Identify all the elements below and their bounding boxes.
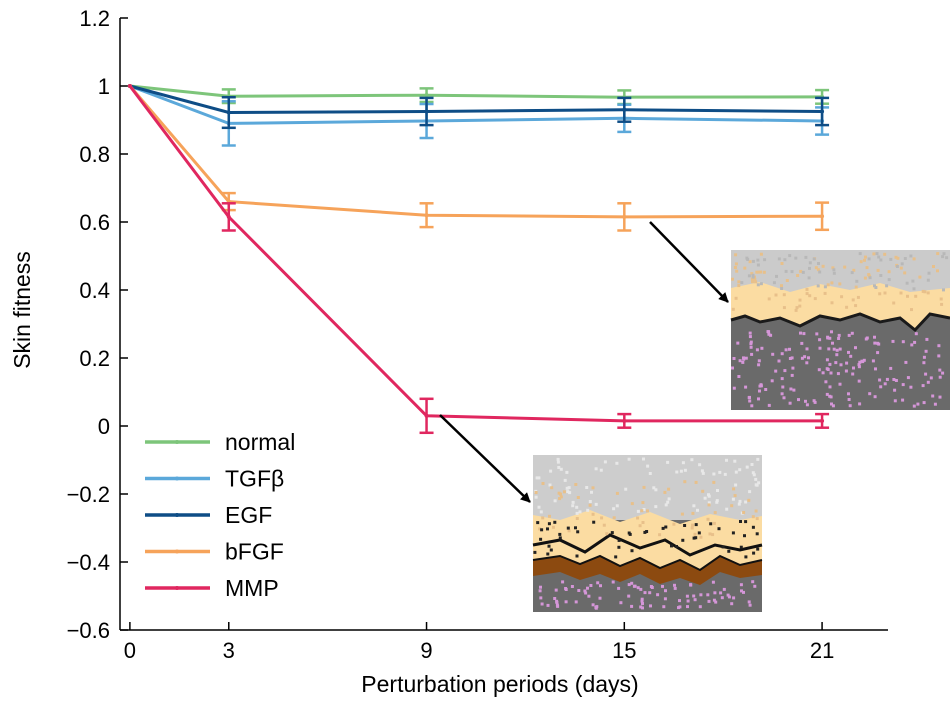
data-point <box>424 109 429 114</box>
legend-label: normal <box>225 429 295 455</box>
series-line <box>129 84 823 99</box>
y-tick-label: 1 <box>98 74 110 99</box>
mmp-day9-snapshot <box>532 455 763 612</box>
arrow-to-bfgf-snapshot <box>649 221 729 303</box>
x-tick-label: 9 <box>420 638 432 663</box>
x-tick-label: 3 <box>223 638 235 663</box>
x-tick-label: 15 <box>612 638 636 663</box>
y-tick-label: −0.2 <box>67 482 110 507</box>
legend-marker <box>175 586 179 590</box>
y-tick-label: 0.8 <box>79 142 110 167</box>
legend-item-egf: EGF <box>145 502 272 528</box>
data-point <box>820 109 825 114</box>
x-axis-title: Perturbation periods (days) <box>361 671 638 697</box>
data-point <box>226 110 231 115</box>
series-line <box>128 85 823 423</box>
legend-marker <box>175 513 179 517</box>
y-axis-title: Skin fitness <box>9 251 35 369</box>
legend-item-mmp: MMP <box>145 575 279 601</box>
axes: −0.6 −0.4 −0.2 0 0.2 0.4 0.6 0.8 1 1.2 0 3 9 15 21 Pe… <box>9 6 888 697</box>
legend-item-bfgf: bFGF <box>145 539 284 565</box>
y-tick-label: 0.6 <box>79 210 110 235</box>
x-tick-label: 0 <box>124 638 136 663</box>
series-line <box>128 85 823 219</box>
legend-marker <box>175 440 179 444</box>
data-point <box>424 213 429 218</box>
series-bfgf <box>127 84 830 232</box>
series-line <box>129 84 823 125</box>
y-tick-label: −0.6 <box>67 618 110 643</box>
series-tgfβ <box>127 84 830 147</box>
legend-item-normal: normal <box>145 429 295 455</box>
legend-label: bFGF <box>225 539 284 565</box>
y-tick-label: 1.2 <box>79 6 110 31</box>
series-mmp <box>127 84 830 435</box>
y-ticks: −0.6 −0.4 −0.2 0 0.2 0.4 0.6 0.8 1 1.2 <box>67 6 128 643</box>
legend-item-tgfβ: TGFβ <box>145 466 284 492</box>
bfgf-day15-snapshot <box>730 250 950 410</box>
data-point <box>820 214 825 219</box>
y-tick-label: −0.4 <box>67 550 110 575</box>
arrow-to-mmp-snapshot <box>439 414 531 503</box>
y-tick-label: 0 <box>98 414 110 439</box>
data-point <box>127 84 132 88</box>
legend-marker <box>175 476 179 481</box>
x-ticks: 0 3 9 15 21 <box>124 622 834 663</box>
y-tick-label: 0.2 <box>79 346 110 371</box>
series-egf <box>127 84 830 130</box>
series-layer <box>127 84 830 435</box>
data-point <box>424 413 429 418</box>
data-point <box>622 107 627 112</box>
data-point <box>226 214 231 219</box>
data-point <box>424 93 429 98</box>
legend: normal TGFβ EGF bFGF MMP <box>145 429 295 601</box>
legend-marker <box>175 549 179 554</box>
legend-label: EGF <box>225 502 272 528</box>
legend-label: MMP <box>225 575 279 601</box>
x-tick-label: 21 <box>810 638 834 663</box>
data-point <box>622 214 627 219</box>
legend-label: TGFβ <box>225 466 284 492</box>
data-point <box>820 418 825 423</box>
data-point <box>622 418 627 423</box>
y-tick-label: 0.4 <box>79 278 110 303</box>
